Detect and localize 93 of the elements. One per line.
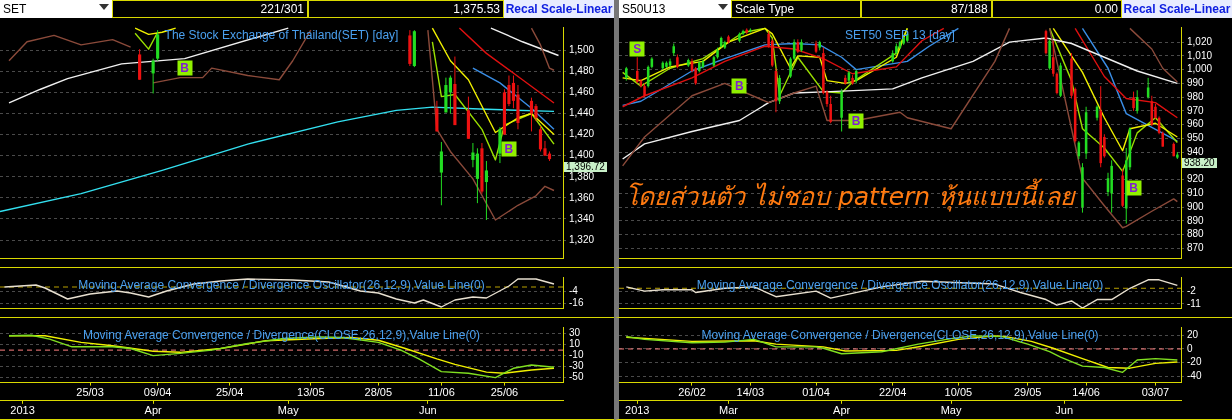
y-tick-label: 970 <box>1187 104 1205 116</box>
y-tick-label: -10 <box>569 349 584 361</box>
text: Recal Scale-Linear <box>504 0 614 18</box>
text: 221/301 <box>112 0 308 18</box>
text: Recal Scale-Linear <box>1121 0 1232 18</box>
x2-tick-label: Mar <box>719 404 739 417</box>
y-tick-label: 0 <box>1187 342 1193 354</box>
chart-title: Moving Average Convergence / Divergence(CLOSE,26,12,9),Value Line(0) <box>701 328 1099 342</box>
x-tick-label: 01/04 <box>802 386 830 399</box>
annotation: 938.20 <box>1182 156 1217 168</box>
text: โดยส่วนตัว ไม่ชอบ pattern หุ้นแบบนี้เลย <box>625 177 1076 214</box>
candlestick <box>529 97 534 132</box>
annotation: B <box>177 60 193 76</box>
y-tick-label: 910 <box>1187 187 1205 199</box>
candlestick <box>789 56 792 79</box>
y-tick-label: 1,440 <box>569 107 595 119</box>
y-tick-label: 960 <box>1187 118 1205 130</box>
x2-tick-label: Apr <box>144 404 163 417</box>
text: S50U13 <box>619 0 731 18</box>
annotation: S <box>629 41 645 57</box>
x2-tick-label: Jun <box>1055 404 1074 417</box>
y-tick-label: 920 <box>1187 173 1205 185</box>
x-tick-label: 29/05 <box>1013 386 1042 399</box>
chart-title: Moving Average Convergence / Divergence(CLOSE,26,12,9),Value Line(0) <box>82 328 481 342</box>
text: 1,375.53 <box>308 0 504 18</box>
y-tick-label: -30 <box>569 360 584 372</box>
y-tick-label: 890 <box>1187 214 1205 226</box>
x-tick-label: 10/05 <box>944 386 973 399</box>
x-tick-label: 28/05 <box>364 386 393 399</box>
y-tick-label: 10 <box>569 338 581 350</box>
x-tick-label: 14/03 <box>736 386 765 399</box>
annotation: 1,396.72 <box>564 161 607 173</box>
candlestick <box>1132 91 1135 112</box>
x-tick-label: 13/05 <box>297 386 325 399</box>
y-tick-label: 30 <box>569 327 581 339</box>
x-tick-label: 26/02 <box>678 386 706 399</box>
x2-tick-label: Apr <box>833 404 851 417</box>
y-tick-label: 1,320 <box>569 233 595 245</box>
y-tick-label: 940 <box>1187 145 1205 157</box>
candlestick <box>538 125 543 152</box>
annotation: B <box>501 141 517 157</box>
x-tick-label: 25/04 <box>215 386 244 399</box>
y-tick-label: 1,380 <box>569 170 595 182</box>
y-tick-label: 900 <box>1187 200 1205 212</box>
x-tick-label: 03/07 <box>1141 386 1170 399</box>
text: 87/188 <box>861 0 992 18</box>
y-tick-label: 990 <box>1187 77 1205 89</box>
y-tick-label: 1,010 <box>1187 49 1213 61</box>
x2-tick-label: Jun <box>419 404 437 417</box>
text: Scale Type <box>731 0 862 18</box>
y-tick-label: -16 <box>569 296 584 308</box>
y-tick-label: 1,360 <box>569 191 595 203</box>
x2-tick-label: 2013 <box>625 404 650 417</box>
y-tick-label: 980 <box>1187 90 1205 102</box>
text: 0.00 <box>991 0 1122 18</box>
y-tick-label: 880 <box>1187 228 1205 240</box>
annotation: B <box>731 78 747 94</box>
candlestick <box>439 141 443 206</box>
y-tick-label: -11 <box>1187 297 1202 309</box>
x-tick-label: 22/04 <box>878 386 907 399</box>
y-tick-label: 1,340 <box>569 212 595 224</box>
x-tick-label: 25/03 <box>76 386 104 399</box>
y-tick-label: 1,420 <box>569 128 595 140</box>
x-tick-label: 14/06 <box>1072 386 1100 399</box>
y-tick-label: 870 <box>1187 242 1205 254</box>
candlestick <box>435 100 439 132</box>
y-tick-label: 1,000 <box>1187 63 1213 75</box>
candlestick <box>778 74 781 105</box>
x-tick-label: 09/04 <box>143 386 172 399</box>
y-tick-label: -20 <box>1187 356 1202 368</box>
annotation: B <box>848 113 864 128</box>
y-tick-label: 1,500 <box>569 43 595 55</box>
candlestick <box>151 58 155 94</box>
candlestick <box>635 56 639 84</box>
x-tick-label: 11/06 <box>428 386 455 399</box>
y-tick-label: -2 <box>1187 284 1197 296</box>
x-tick-label: 25/06 <box>490 386 519 399</box>
text: SET <box>0 0 112 18</box>
y-tick-label: 1,480 <box>569 65 595 77</box>
y-tick-label: -50 <box>569 371 584 383</box>
y-tick-label: 1,460 <box>569 86 595 98</box>
annotation: B <box>1126 180 1142 196</box>
y-tick-label: 1,020 <box>1187 35 1213 47</box>
x2-tick-label: 2013 <box>10 404 35 417</box>
y-tick-label: 20 <box>1187 328 1199 340</box>
y-tick-label: 1,400 <box>569 149 595 161</box>
x2-tick-label: May <box>277 404 300 417</box>
y-tick-label: 950 <box>1187 132 1205 144</box>
x2-tick-label: May <box>940 404 962 417</box>
y-tick-label: -4 <box>569 284 579 296</box>
candlestick <box>484 160 489 221</box>
candlestick <box>471 142 475 168</box>
y-tick-label: -40 <box>1187 370 1202 382</box>
